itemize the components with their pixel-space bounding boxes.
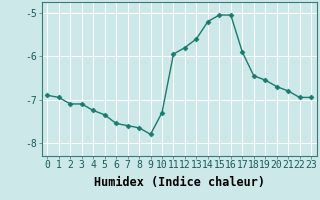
X-axis label: Humidex (Indice chaleur): Humidex (Indice chaleur): [94, 176, 265, 189]
